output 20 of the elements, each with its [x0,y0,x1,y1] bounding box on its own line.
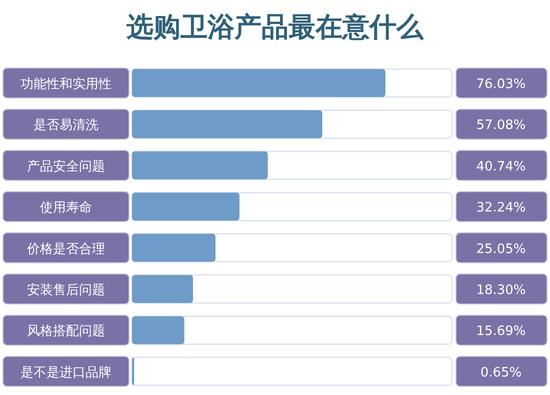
data-label: 40.74% [476,159,526,174]
data-label: 32.24% [476,200,526,216]
bar [132,316,184,344]
y-tick-label: 功能性和实用性 [20,77,112,92]
y-tick-label: 使用寿命 [40,200,92,216]
y-tick-label: 产品安全问题 [27,158,105,174]
data-label: 15.69% [476,324,526,340]
y-tick-label: 是不是进口品牌 [20,365,112,380]
bar [132,275,193,303]
chart-title: 选购卫浴产品最在意什么 [126,12,424,43]
y-tick-label: 安装售后问题 [27,282,105,298]
y-tick-label: 价格是否合理 [26,242,105,257]
y-tick-label: 风格搭配问题 [27,324,105,340]
data-label: 25.05% [476,242,526,257]
data-label: 76.03% [476,77,526,92]
data-label: 18.30% [476,283,526,298]
bar [132,234,216,262]
data-label: 0.65% [480,365,522,380]
data-label: 57.08% [476,118,526,134]
y-tick-label: 是否易清洗 [34,118,98,134]
